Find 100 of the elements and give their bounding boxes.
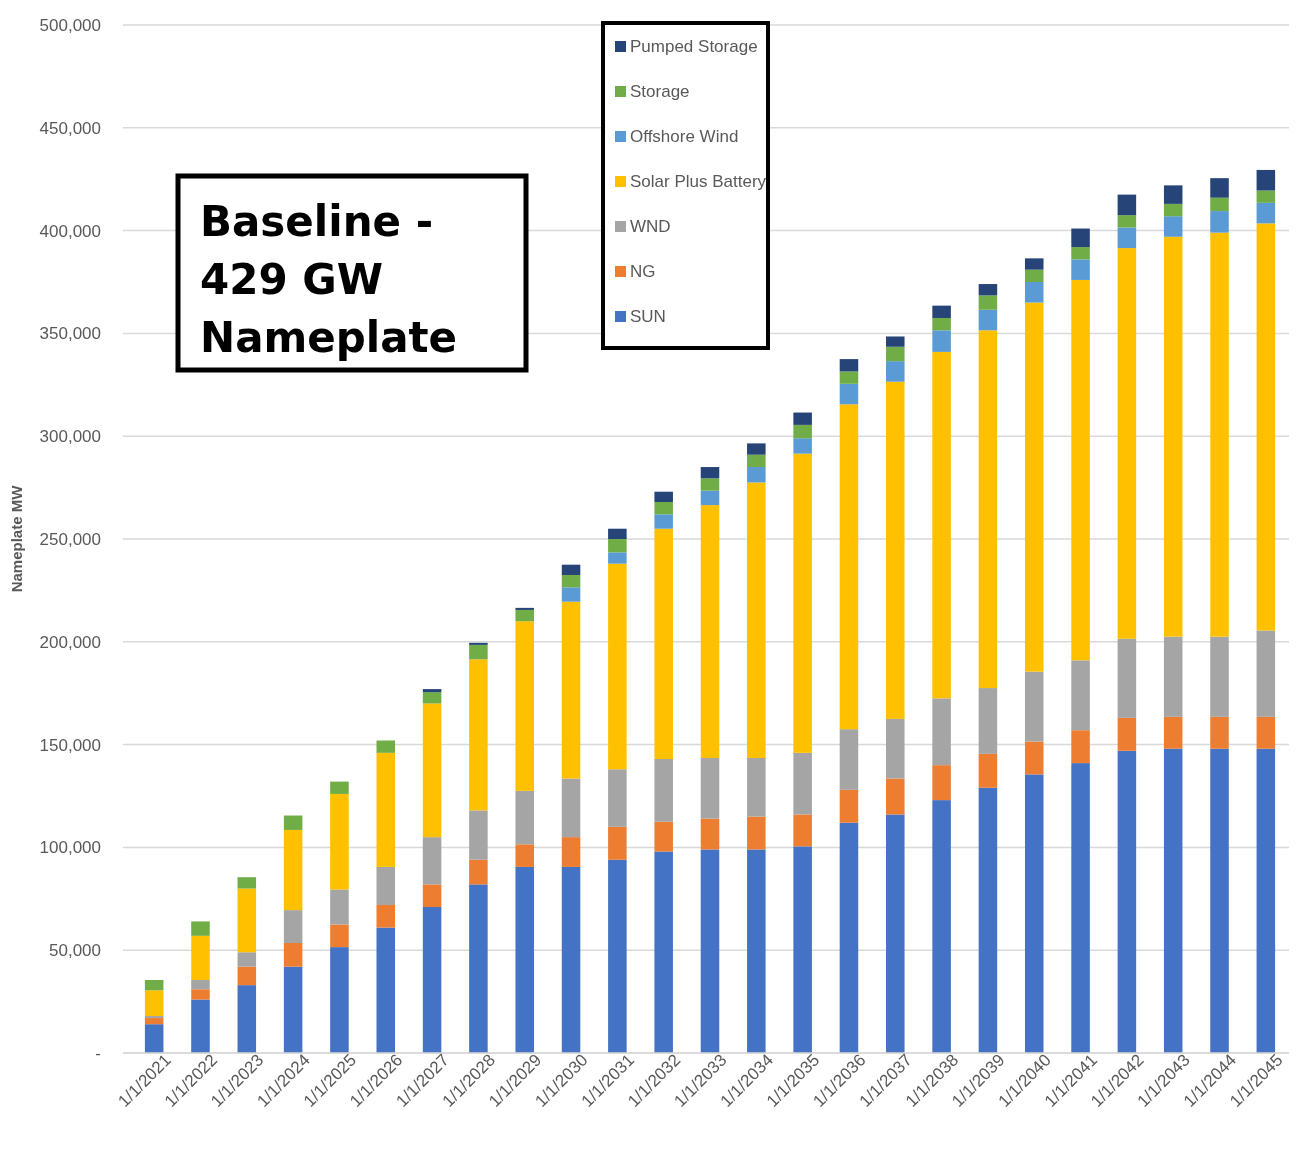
bar (1163, 716, 1183, 749)
bar (932, 765, 951, 801)
bar (1024, 302, 1044, 672)
bar (793, 814, 812, 847)
bar (793, 424, 812, 439)
bar (561, 601, 581, 779)
bar (1071, 259, 1090, 280)
bar (561, 574, 581, 588)
annotation: Baseline - 429 GW Nameplate (200, 197, 458, 362)
bar (793, 438, 812, 454)
bar (191, 989, 210, 1000)
bar (422, 837, 442, 885)
bar (700, 467, 720, 479)
bar (1024, 282, 1044, 303)
bar (1071, 279, 1090, 661)
bar (1071, 763, 1090, 1053)
bar (144, 1018, 164, 1025)
bar (886, 718, 905, 779)
bar (330, 793, 349, 890)
bar (793, 412, 812, 425)
bar (608, 769, 627, 827)
bar (1071, 247, 1090, 260)
bar (1071, 730, 1090, 764)
bar (608, 563, 627, 770)
bar (469, 859, 488, 885)
legend-label: SUN (630, 307, 666, 326)
bar (1210, 211, 1229, 233)
bar (886, 361, 905, 382)
bar (1163, 216, 1183, 237)
bar (237, 888, 257, 953)
bar (376, 927, 396, 1053)
bar (515, 607, 534, 610)
bar (839, 383, 859, 405)
legend-label: NG (630, 262, 656, 281)
bar (793, 752, 812, 815)
bar (839, 404, 859, 730)
bar (700, 490, 720, 506)
bar (422, 692, 442, 704)
bar (1210, 716, 1229, 749)
bar (1210, 636, 1229, 717)
bar (144, 980, 164, 991)
bar (237, 952, 257, 967)
y-tick-label: 200,000 (39, 632, 101, 652)
bar (1256, 169, 1276, 191)
bar (747, 816, 766, 850)
bar (1163, 236, 1183, 637)
bar (700, 478, 720, 491)
bar (978, 688, 998, 754)
bar (608, 528, 627, 539)
bar (700, 757, 720, 819)
bar (422, 907, 442, 1053)
bar (283, 910, 303, 943)
bar (1024, 269, 1044, 282)
bar (932, 800, 951, 1053)
bar (932, 305, 951, 318)
bar (654, 821, 673, 852)
bar (886, 778, 905, 815)
bar (561, 837, 581, 867)
bar (237, 966, 257, 986)
bar (561, 866, 581, 1053)
bar (191, 980, 210, 990)
bar (700, 818, 720, 850)
bar (422, 884, 442, 908)
bar (376, 904, 396, 928)
bar (839, 789, 859, 823)
bar (654, 528, 673, 759)
bar (1117, 227, 1137, 249)
bar (191, 999, 210, 1053)
bar (747, 849, 766, 1053)
bar (978, 330, 998, 689)
bar (1024, 671, 1044, 742)
bar (469, 644, 488, 660)
bar (1256, 630, 1276, 717)
bar (330, 781, 349, 794)
bar (700, 505, 720, 758)
bar (608, 826, 627, 860)
bar (747, 757, 766, 817)
bar (515, 844, 534, 867)
bar (608, 539, 627, 553)
y-tick-label: 300,000 (39, 427, 101, 447)
bar (978, 284, 998, 296)
bar (654, 514, 673, 529)
bar (1117, 215, 1137, 228)
bar (1163, 748, 1183, 1053)
bar (1210, 232, 1229, 637)
bar (1117, 248, 1137, 639)
legend-label: Storage (630, 82, 690, 101)
bar (1256, 223, 1276, 631)
bar (1163, 203, 1183, 217)
bar (886, 814, 905, 1053)
bar (515, 621, 534, 791)
bar (839, 729, 859, 790)
legend-label: WND (630, 217, 671, 236)
bar (1024, 258, 1044, 270)
bar (793, 846, 812, 1053)
bar (237, 985, 257, 1053)
bar (1163, 636, 1183, 717)
bar (191, 921, 210, 936)
bar (1256, 190, 1276, 203)
legend-label: Pumped Storage (630, 37, 758, 56)
